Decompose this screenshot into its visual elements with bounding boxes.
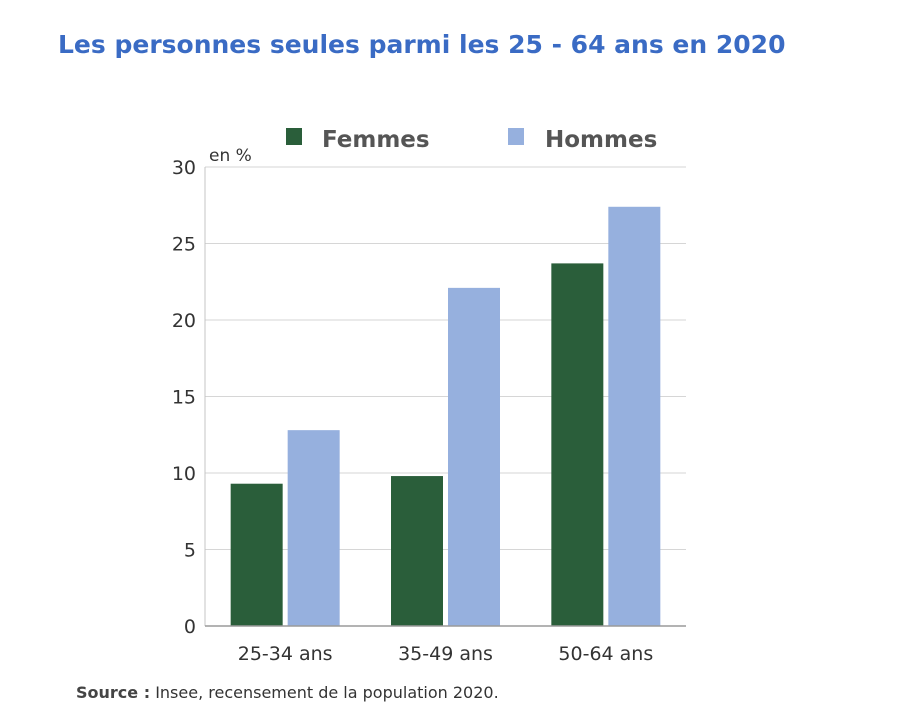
- x-tick-label: 35-49 ans: [398, 643, 493, 665]
- source-note: Source : Insee, recensement de la popula…: [76, 683, 499, 702]
- legend-label-femmes: Femmes: [322, 127, 430, 153]
- bar-femmes-1: [230, 483, 283, 626]
- bar-femmes-3: [551, 263, 604, 626]
- y-tick-label: 25: [172, 234, 196, 256]
- bars: [230, 206, 661, 626]
- chart-title: Les personnes seules parmi les 25 - 64 a…: [58, 30, 786, 59]
- axes: 0 5 10 15 20 25 30 en % 25-34 ans 35-49 ans 50-64 …: [172, 146, 686, 665]
- y-tick-label: 20: [172, 310, 196, 332]
- y-tick-label: 15: [172, 387, 196, 409]
- bar-hommes-3: [608, 206, 661, 626]
- legend: Femmes Hommes: [286, 127, 657, 153]
- y-tick-label: 30: [172, 157, 196, 179]
- bar-femmes-2: [391, 476, 443, 626]
- x-tick-label: 25-34 ans: [238, 643, 333, 665]
- gridlines: [205, 166, 686, 550]
- legend-label-hommes: Hommes: [545, 127, 657, 153]
- y-tick-label: 10: [172, 463, 196, 485]
- legend-swatch-femmes: [286, 128, 302, 145]
- y-tick-label: 0: [184, 616, 196, 638]
- source-text: Insee, recensement de la population 2020…: [150, 683, 499, 702]
- y-axis-label: en %: [209, 146, 252, 166]
- y-tick-label: 5: [184, 540, 196, 562]
- bar-hommes-1: [287, 430, 340, 626]
- source-label: Source :: [76, 683, 151, 702]
- bar-hommes-2: [448, 287, 500, 626]
- x-tick-label: 50-64 ans: [558, 643, 653, 665]
- legend-swatch-hommes: [508, 128, 524, 145]
